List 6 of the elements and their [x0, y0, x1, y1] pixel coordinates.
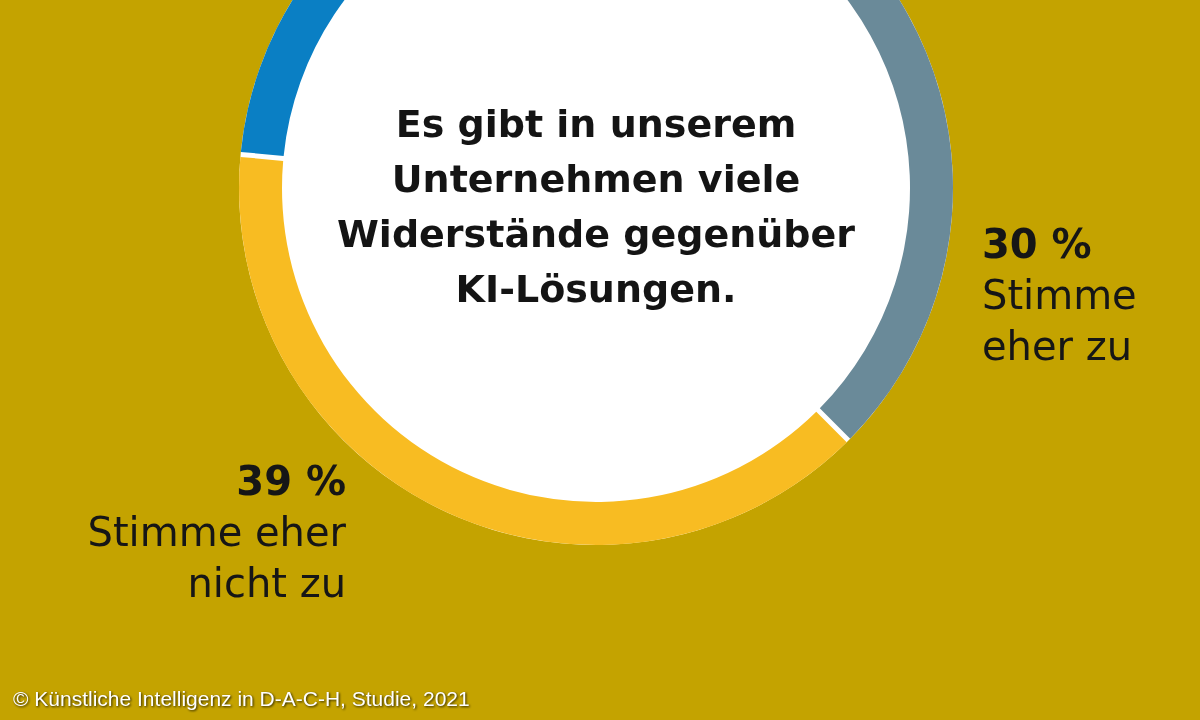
data-label: 30 % [982, 221, 1092, 267]
data-label: 39 % [236, 458, 346, 504]
slice-label: Stimme eher nicht zu [87, 509, 347, 606]
text: © Künstliche Intelligenz in D-A-C-H, Studie, 2021 [13, 687, 470, 710]
text: Es gibt in unserem Unternehmen viele Widerstände gegenüber KI-Lösungen. [336, 102, 856, 311]
slice-label: Stimme eher zu [982, 272, 1137, 369]
